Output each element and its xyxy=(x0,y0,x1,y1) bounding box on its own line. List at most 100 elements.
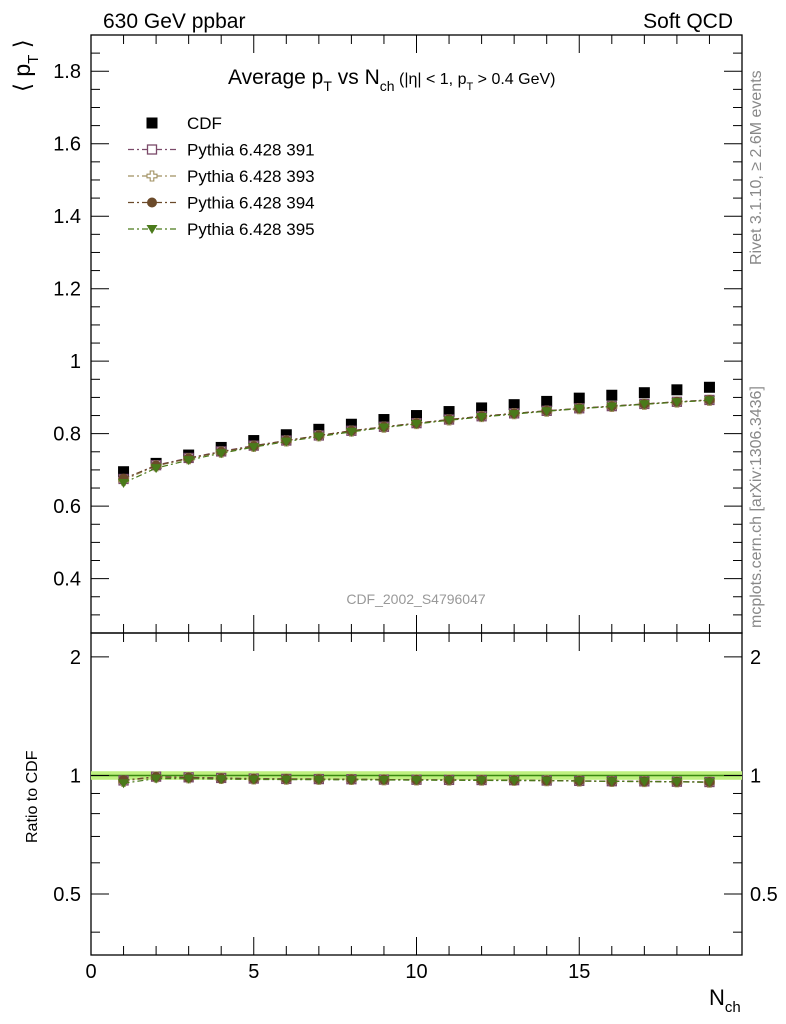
ratio-y-tick-label: 1 xyxy=(70,765,81,787)
legend-marker-4 xyxy=(146,225,158,234)
legend-label-1: Pythia 6.428 391 xyxy=(187,141,315,160)
legend-marker-2 xyxy=(146,170,158,182)
chart-title-cut: (|η| < 1, p xyxy=(395,71,467,88)
y-axis-label-main: ⟨ p xyxy=(9,64,35,92)
data-point xyxy=(280,429,292,441)
chart-title-vs: vs N xyxy=(332,66,380,89)
x-tick-label: 10 xyxy=(405,961,427,983)
data-point xyxy=(606,389,618,401)
data-point xyxy=(476,402,488,414)
data-point xyxy=(703,396,715,406)
ratio-point xyxy=(248,775,260,785)
data-point xyxy=(411,419,422,429)
data-point xyxy=(573,404,585,414)
data-point xyxy=(150,464,162,474)
data-point xyxy=(703,381,715,393)
y-tick-label: 0.8 xyxy=(53,424,81,446)
axis-ticks xyxy=(90,35,743,955)
legend-marker-1 xyxy=(146,144,158,155)
ratio-series xyxy=(118,771,715,789)
data-point xyxy=(411,410,422,422)
data-point xyxy=(215,449,227,459)
legend-label-0: CDF xyxy=(187,114,222,133)
ratio-point xyxy=(541,776,553,786)
ratio-point xyxy=(573,777,585,787)
y-tick-label: 1.6 xyxy=(53,134,81,156)
y-axis-label: ⟨ pT ⟩ xyxy=(9,39,42,92)
analysis-label: CDF_2002_S4796047 xyxy=(346,591,486,607)
y-tick-label: 0.4 xyxy=(53,569,81,591)
x-axis-label: Nch xyxy=(709,985,741,1016)
x-tick-label: 5 xyxy=(248,961,259,983)
ratio-y-axis-label: Ratio to CDF xyxy=(24,750,41,843)
ratio-point xyxy=(118,779,130,789)
ratio-point xyxy=(411,776,422,786)
x-axis-label-main: N xyxy=(709,985,725,1010)
chart-title-main: Average p xyxy=(228,66,323,89)
data-point xyxy=(573,392,585,404)
y-tick-label: 1.2 xyxy=(53,279,81,301)
data-point xyxy=(671,384,683,396)
data-point xyxy=(638,387,650,399)
ratio-point xyxy=(606,777,618,787)
data-point xyxy=(638,400,650,410)
y-tick-label: 1.8 xyxy=(53,61,81,83)
data-point xyxy=(476,412,488,422)
data-point xyxy=(345,418,357,430)
data-point xyxy=(118,466,130,478)
header-right-label: Soft QCD xyxy=(643,10,733,33)
ratio-point xyxy=(313,775,325,785)
ratio-point xyxy=(508,776,520,786)
y-axis-label-sub: T xyxy=(25,55,42,64)
data-point xyxy=(183,456,195,466)
ratio-point xyxy=(476,776,488,786)
main-series xyxy=(118,381,715,488)
data-point xyxy=(345,427,357,437)
ratio-y-tick-label: 0.5 xyxy=(53,884,81,906)
chart-title-sub-ch: ch xyxy=(380,78,395,94)
data-point xyxy=(541,407,553,417)
x-tick-label: 0 xyxy=(85,961,96,983)
data-point xyxy=(443,406,455,418)
chart-title-cut-sub: T xyxy=(466,81,473,93)
legend-marker-3 xyxy=(147,197,157,208)
data-point xyxy=(378,423,390,433)
data-point xyxy=(280,437,292,447)
data-point xyxy=(248,443,260,453)
data-point xyxy=(508,399,520,411)
y-tick-label: 0.6 xyxy=(53,496,81,518)
ratio-point xyxy=(215,775,227,785)
data-point xyxy=(443,416,455,426)
legend-label-4: Pythia 6.428 395 xyxy=(187,220,315,239)
y-axis-label-close: ⟩ xyxy=(9,39,35,54)
ratio-point xyxy=(378,775,390,785)
data-point xyxy=(671,398,683,408)
legend: CDF Pythia 6.428 391 Pythia 6.428 393 Pythi… xyxy=(128,114,315,239)
ratio-y-tick-label: 2 xyxy=(70,647,81,669)
chart-title-sub-t: T xyxy=(323,78,332,94)
mcplots-label: mcplots.cern.ch [arXiv:1306.3436] xyxy=(748,386,765,628)
data-point xyxy=(313,432,325,442)
legend-label-3: Pythia 6.428 394 xyxy=(187,194,315,213)
legend-marker-0 xyxy=(146,117,158,129)
data-point xyxy=(313,423,325,435)
data-point xyxy=(541,395,553,407)
data-point xyxy=(118,478,130,488)
ratio-point xyxy=(150,774,162,784)
rivet-version-label: Rivet 3.1.10, ≥ 2.6M events xyxy=(748,70,765,265)
ratio-point xyxy=(443,776,455,786)
x-axis-label-sub: ch xyxy=(725,999,741,1016)
data-point xyxy=(378,414,390,426)
legend-label-2: Pythia 6.428 393 xyxy=(187,167,315,186)
ratio-y-tick-label-right: 0.5 xyxy=(750,884,778,906)
ratio-y-tick-label-right: 2 xyxy=(750,647,761,669)
ratio-point xyxy=(671,777,683,787)
ratio-point xyxy=(345,775,357,785)
y-tick-label: 1 xyxy=(70,351,81,373)
data-point xyxy=(606,402,618,412)
header-left-label: 630 GeV ppbar xyxy=(103,10,245,33)
chart-title-cut-end: > 0.4 GeV) xyxy=(473,71,555,88)
ratio-point xyxy=(703,778,715,788)
y-tick-label: 1.4 xyxy=(53,206,81,228)
